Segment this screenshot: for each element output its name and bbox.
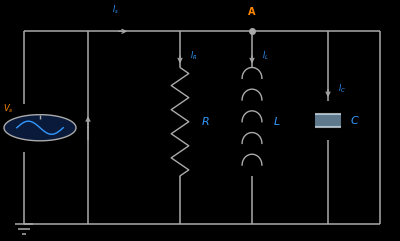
Text: C: C bbox=[351, 115, 359, 126]
Bar bbox=[315, 114, 341, 127]
Text: $I_{C}$: $I_{C}$ bbox=[338, 83, 346, 95]
Text: A: A bbox=[248, 7, 256, 17]
Text: $V_{s}$: $V_{s}$ bbox=[3, 102, 13, 115]
Polygon shape bbox=[4, 115, 76, 141]
Text: $I_{R}$: $I_{R}$ bbox=[190, 49, 198, 62]
Text: L: L bbox=[274, 117, 280, 127]
Text: $I_{L}$: $I_{L}$ bbox=[262, 49, 269, 62]
Text: R: R bbox=[202, 117, 210, 127]
Text: $I_{s}$: $I_{s}$ bbox=[112, 3, 119, 16]
